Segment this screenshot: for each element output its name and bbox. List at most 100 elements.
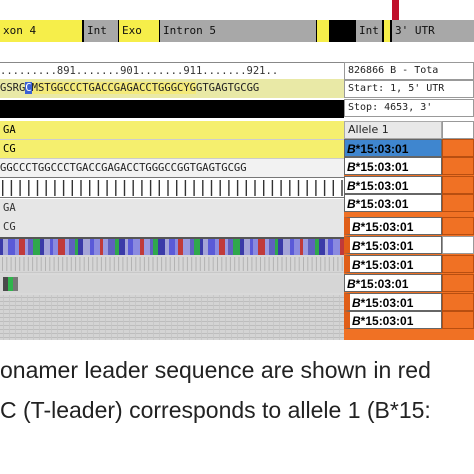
caption-line-1: onamer leader sequence are shown in red — [0, 357, 431, 383]
allele-entry[interactable]: B*15:03:01 — [344, 236, 442, 254]
allele-entry[interactable]: B*15:03:01 — [344, 157, 442, 175]
base-tick — [123, 180, 126, 196]
allele-gene: B — [347, 179, 356, 193]
base-tick — [28, 180, 30, 196]
allele-entry[interactable]: B*15:03:01 — [344, 274, 442, 292]
base-color-block — [53, 239, 58, 255]
exon-sliver-segment[interactable] — [384, 20, 390, 42]
allele-status-cell[interactable] — [442, 274, 474, 292]
reference-sequence-row[interactable]: GSRGCMSTGGCCCTGACCGAGACCTGGGCYGGTGAGTGCG… — [0, 79, 344, 98]
read-grid — [27, 295, 28, 340]
allele-entry[interactable]: B*15:03:01 — [344, 311, 442, 329]
base-color-block — [315, 239, 319, 255]
small-exon-segment[interactable] — [317, 20, 329, 42]
quality-track — [0, 255, 344, 273]
read-row-cg[interactable]: CG — [0, 140, 344, 159]
allele-entry[interactable]: B*15:03:01 — [344, 217, 442, 235]
base-tick — [115, 180, 117, 196]
base-color-block — [225, 239, 228, 255]
quality-tick — [148, 257, 150, 271]
allele-status-cell[interactable] — [442, 236, 474, 254]
base-tick — [54, 180, 56, 196]
base-color-block — [250, 239, 253, 255]
base-color-block — [33, 239, 40, 255]
quality-tick — [298, 257, 300, 271]
caption-line-2: C (T-leader) corresponds to allele 1 (B*… — [0, 397, 431, 423]
base-tick — [149, 180, 152, 196]
base-color-block — [283, 239, 290, 255]
base-tick — [71, 180, 73, 196]
quality-tick — [19, 257, 21, 271]
quality-tick — [32, 257, 34, 271]
read-grid — [51, 295, 52, 340]
base-tick — [193, 180, 195, 196]
quality-tick — [105, 257, 107, 271]
read-label: CG — [3, 143, 16, 155]
quality-tick — [311, 257, 313, 271]
read-row-ga-2[interactable]: GA — [0, 199, 344, 218]
allele-status-cell[interactable] — [442, 194, 474, 212]
seq-cursor-base[interactable]: C — [25, 82, 32, 94]
read-grid — [135, 295, 136, 340]
quality-tick — [208, 257, 210, 271]
allele-entry[interactable]: B*15:03:01 — [344, 255, 442, 273]
quality-tick — [238, 257, 240, 271]
allele-gene: B — [352, 314, 361, 328]
quality-tick — [96, 257, 98, 271]
allele-gene: B — [352, 258, 361, 272]
base-tick — [280, 180, 282, 196]
read-grid — [231, 295, 232, 340]
allele-status-cell[interactable] — [442, 255, 474, 273]
read-grid — [321, 295, 322, 340]
base-color-block — [175, 239, 178, 255]
allele-status-cell[interactable] — [442, 139, 474, 157]
base-tick — [323, 180, 326, 196]
base-tick — [62, 180, 65, 196]
allele-status-cell[interactable] — [442, 217, 474, 235]
intron-segment[interactable]: Int — [356, 20, 382, 42]
sample-info: 826866 B - Tota — [344, 62, 474, 80]
exon-segment[interactable]: Exo — [119, 20, 159, 42]
base-tick — [36, 180, 39, 196]
consensus-sequence-row[interactable]: GGCCCTGGCCCTGACCGAGACCTGGGCCGGTGAGTGCGG — [0, 159, 344, 178]
exon-4-segment[interactable]: xon 4 — [0, 20, 82, 42]
allele-entry[interactable]: B*15:03:01 — [344, 293, 442, 311]
allele-status-cell[interactable] — [442, 176, 474, 194]
allele-entry[interactable]: B*15:03:01 — [344, 176, 442, 194]
quality-tick — [315, 257, 317, 271]
allele-entry[interactable]: B*15:03:01 — [344, 139, 442, 157]
sequence-viewer: xon 4 Int Exo Intron 5 Int 3' UTR ......… — [0, 0, 474, 340]
read-grid — [153, 295, 154, 340]
utr-segment[interactable]: 3' UTR — [392, 20, 474, 42]
read-row-cg-2[interactable]: CG — [0, 218, 344, 237]
base-color-block — [340, 239, 344, 255]
base-color-block — [90, 239, 94, 255]
allele-status-cell[interactable] — [442, 311, 474, 329]
quality-tick — [100, 257, 102, 271]
allele-name: *15:03:01 — [360, 296, 414, 310]
quality-tick — [79, 257, 81, 271]
base-color-block — [140, 239, 144, 255]
quality-tick — [161, 257, 163, 271]
read-line — [0, 337, 344, 338]
base-tick — [332, 180, 334, 196]
read-grid — [87, 295, 88, 340]
allele-entry[interactable]: B*15:03:01 — [344, 194, 442, 212]
position-marker[interactable] — [392, 0, 399, 20]
quality-tick — [285, 257, 287, 271]
read-grid — [45, 295, 46, 340]
quality-tick — [260, 257, 261, 271]
intron-5-segment[interactable]: Intron 5 — [160, 20, 316, 42]
read-row-ga[interactable]: GA — [0, 121, 344, 140]
quality-tick — [139, 257, 141, 271]
quality-tick — [156, 257, 158, 271]
allele-gene: B — [347, 160, 356, 174]
read-grid — [213, 295, 214, 340]
read-grid — [243, 295, 244, 340]
base-tick — [80, 180, 82, 196]
intron-segment[interactable]: Int — [84, 20, 118, 42]
allele-header: Allele 1 — [344, 121, 442, 139]
base-color-block — [115, 239, 119, 255]
allele-status-cell[interactable] — [442, 157, 474, 175]
allele-status-cell[interactable] — [442, 293, 474, 311]
